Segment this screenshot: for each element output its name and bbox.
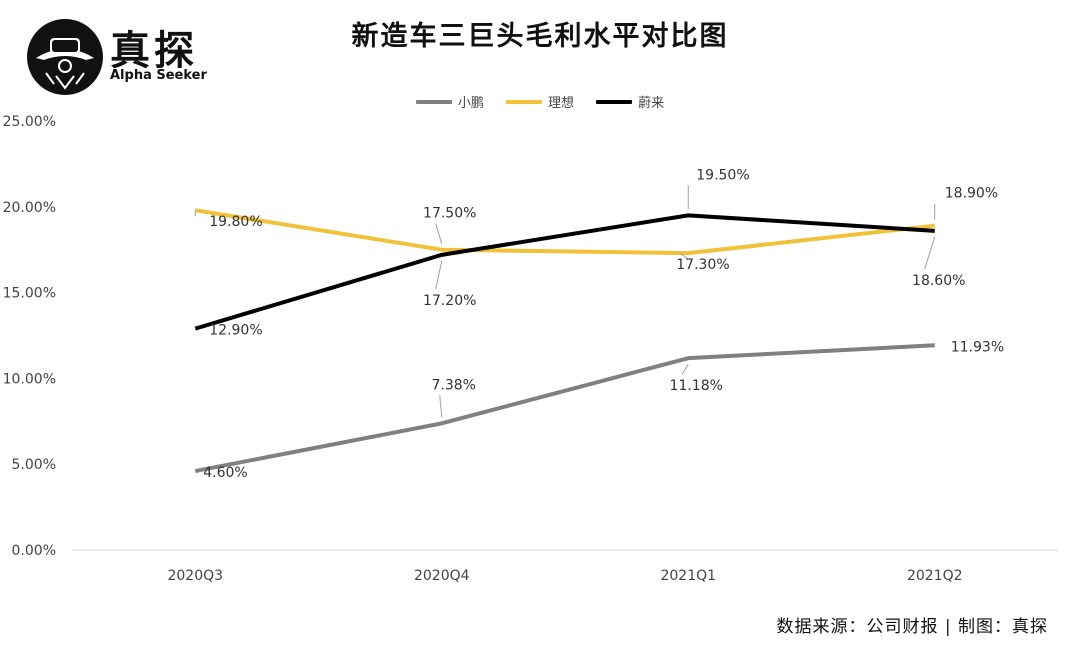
x-tick-label: 2020Q4 (414, 568, 470, 584)
chart-legend: 小鹏 理想 蔚来 (0, 92, 1080, 111)
data-label-nio: 17.20% (423, 293, 476, 309)
data-label-nio: 19.50% (696, 167, 749, 183)
brand-name-cn: 真探 (110, 28, 198, 74)
legend-swatch-lixiang (505, 99, 542, 104)
data-label-lixiang: 17.30% (676, 257, 729, 273)
x-tick-label: 2020Q3 (167, 568, 223, 584)
data-label-lixiang: 19.80% (209, 214, 262, 230)
chart-title: 新造车三巨头毛利水平对比图 (351, 21, 729, 52)
y-tick-label: 10.00% (3, 371, 56, 387)
legend-label-xpeng: 小鹏 (457, 96, 484, 111)
series-line-nio (194, 213, 935, 331)
data-label-xpeng: 11.18% (670, 378, 723, 394)
legend-item-xpeng: 小鹏 (415, 92, 484, 111)
brand-name-en: Alpha Seeker (110, 68, 207, 83)
series-line-lixiang (194, 208, 935, 256)
data-label-lixiang: 18.90% (945, 186, 998, 202)
data-label-leader (681, 363, 689, 375)
source-note: 数据来源：公司财报 | 制图：真探 (776, 617, 1048, 637)
data-label-nio: 18.60% (912, 273, 965, 289)
legend-item-nio: 蔚来 (596, 92, 664, 111)
legend-item-lixiang: 理想 (505, 92, 574, 111)
data-label-leader (435, 223, 443, 244)
data-label-leader (679, 252, 689, 260)
y-tick-label: 25.00% (3, 114, 56, 130)
legend-swatch-xpeng (415, 99, 452, 104)
data-label-xpeng: 7.38% (432, 377, 476, 393)
y-tick-label: 0.00% (12, 543, 56, 559)
data-label-leader (924, 236, 936, 269)
data-label-xpeng: 11.93% (951, 339, 1004, 355)
data-label-nio: 12.90% (209, 323, 262, 339)
x-tick-label: 2021Q2 (907, 568, 963, 584)
y-tick-label: 20.00% (3, 200, 56, 216)
legend-label-lixiang: 理想 (547, 96, 574, 111)
legend-label-nio: 蔚来 (638, 96, 665, 111)
data-label-leader (439, 395, 443, 418)
series-line-xpeng (194, 343, 935, 474)
legend-swatch-nio (596, 99, 633, 104)
x-tick-label: 2021Q1 (660, 568, 716, 584)
y-tick-label: 15.00% (3, 286, 56, 302)
data-label-xpeng: 4.60% (203, 465, 247, 481)
data-label-leader (435, 260, 443, 289)
y-tick-label: 5.00% (12, 457, 56, 473)
data-label-lixiang: 17.50% (423, 206, 476, 222)
detective-hat-icon (27, 19, 103, 95)
